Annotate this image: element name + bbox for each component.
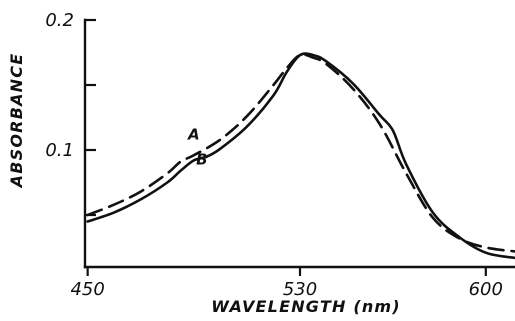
y-axis-title: ABSORBANCE (7, 53, 26, 190)
x-tick-label-450: 450 (70, 279, 104, 300)
curve-label-a: A (187, 126, 200, 144)
x-tick-label-600: 600 (469, 279, 503, 300)
x-tick-label-530: 530 (283, 279, 317, 300)
x-axis-title: WAVELENGTH (nm) (211, 297, 401, 316)
y-tick-label-0.2: 0.2 (45, 10, 74, 31)
y-tick-label-0.1: 0.1 (45, 140, 74, 161)
series-a-line (86, 53, 515, 253)
series-b-line (86, 52, 515, 260)
curve-label-b: B (196, 150, 207, 168)
